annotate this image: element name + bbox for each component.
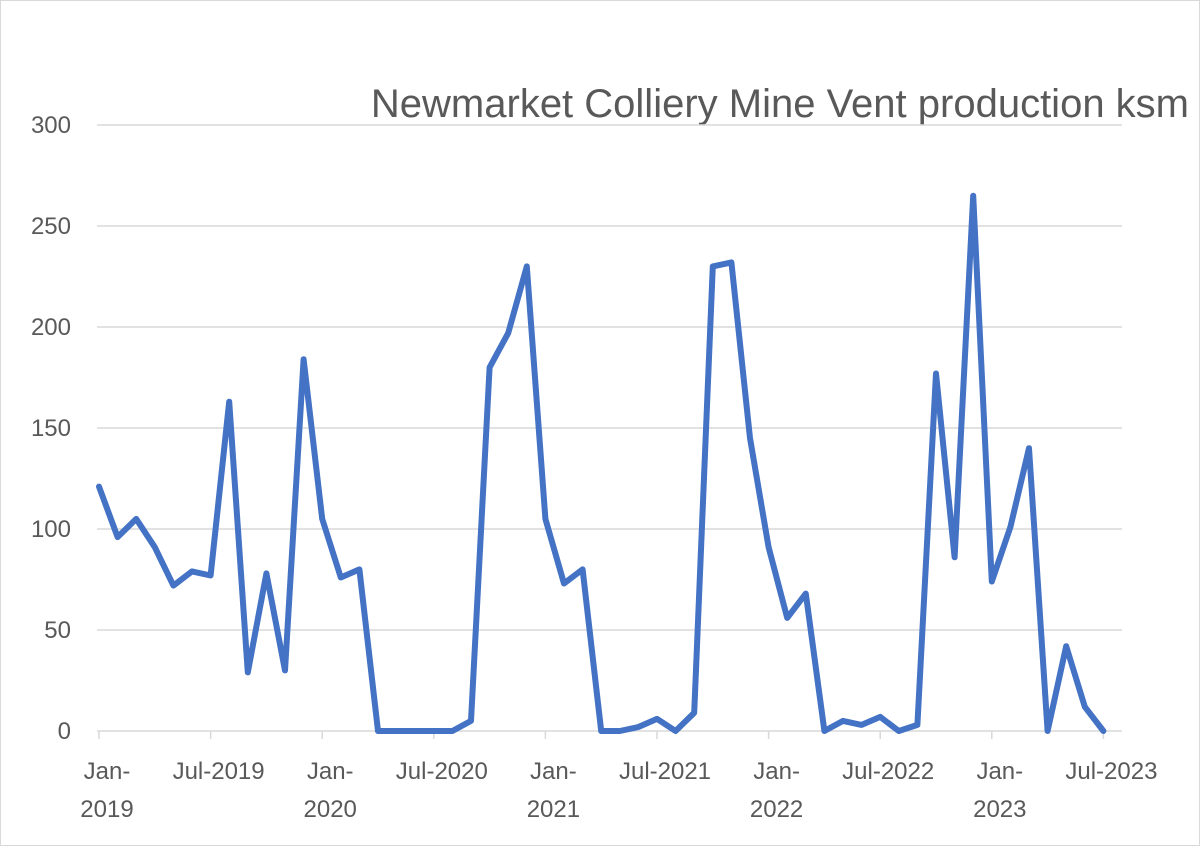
data-point [859,722,864,727]
x-tick-label: Jan- 2022 [750,758,803,823]
x-tick-label-line: Jan- [84,758,131,785]
x-tick-label-line: Jul-2021 [619,758,711,785]
data-point [283,668,287,673]
data-point [896,729,901,733]
chart-title: Newmarket Colliery Mine Vent production … [371,82,1189,126]
data-point [134,516,139,521]
x-tick-label-line: Jan- [976,758,1023,785]
data-point [208,573,213,578]
data-point [376,729,380,733]
data-point [301,357,306,362]
data-point [803,591,808,596]
data-point [599,729,604,733]
x-tick-label-line: Jul-2019 [173,758,265,785]
x-tick-label: Jan- 2023 [973,758,1026,823]
x-axis: Jan- 2019 Jul-2019 Jan- 2020 Jul-2020 Jan- 2021… [80,730,1157,823]
x-tick-label: Jan- 2020 [304,758,357,823]
data-point [320,516,325,521]
x-tick-label: Jul-2022 [842,758,934,785]
data-point [785,615,790,620]
data-point [915,722,920,727]
data-point [506,331,511,336]
data-point [673,729,678,733]
data-point [1045,729,1050,733]
y-tick-label: 50 [44,617,71,644]
gridlines [97,124,1122,631]
x-tick-label-line: Jan- [530,758,577,785]
data-point [394,729,399,733]
series-layer [96,192,1107,734]
data-point [822,729,827,733]
data-point [766,545,771,550]
x-tick-label-line: 2020 [304,796,357,823]
data-point [264,571,269,576]
x-tick-label-line: Jul-2022 [842,758,934,785]
x-tick-label: Jul-2023 [1065,758,1157,785]
data-point [989,579,994,584]
data-point [469,718,473,723]
x-tick-label-line: 2019 [80,796,133,823]
x-tick-label: Jul-2019 [173,758,265,785]
data-point [580,567,585,572]
data-point [450,729,455,733]
data-point [1101,729,1106,733]
data-point [97,484,101,489]
x-tick-label-line: 2023 [973,796,1026,823]
data-point [1064,644,1069,649]
data-point [729,260,734,265]
series-line [96,192,1107,734]
data-point [710,264,715,269]
y-tick-label: 250 [31,213,71,240]
data-point [934,371,938,376]
data-point [413,729,418,733]
y-tick-label: 200 [31,314,71,341]
y-tick-label: 0 [58,718,71,745]
x-tick-label: Jan- 2021 [527,758,580,823]
x-tick-label: Jul-2020 [396,758,488,785]
data-point [1008,525,1013,529]
x-tick-label: Jul-2021 [619,758,711,785]
data-point [245,670,250,675]
x-tick-label: Jan- 2019 [80,758,133,823]
data-point [357,567,362,572]
x-tick-label-line: Jul-2020 [396,758,488,785]
data-point [692,710,697,715]
data-point [841,718,845,723]
x-tick-label-line: Jan- [307,758,354,785]
data-point [617,729,622,733]
data-point [636,725,641,729]
data-point [152,545,157,550]
x-tick-label-line: Jul-2023 [1065,758,1157,785]
y-tick-label: 100 [31,516,71,543]
x-tick-label-line: 2022 [750,796,803,823]
x-tick-label-line: Jan- [753,758,800,785]
data-point [190,569,194,574]
data-point [171,583,176,588]
data-point [655,716,659,721]
data-point [1082,704,1087,709]
data-point [748,436,752,441]
y-tick-label: 150 [31,415,71,442]
y-tick-label: 300 [31,112,71,139]
data-point [115,535,120,540]
data-point [338,575,343,580]
data-point [487,365,492,370]
data-point [971,193,976,198]
data-point [878,714,883,719]
x-tick-label-line: 2021 [527,796,580,823]
data-point [524,264,529,269]
data-point [952,555,957,560]
data-point [1027,446,1031,451]
data-point [431,729,436,733]
data-point [543,516,548,521]
data-point [562,581,566,586]
data-point [227,399,232,404]
y-axis-tick-labels: 0 50 100 150 200 250 300 [31,112,71,745]
